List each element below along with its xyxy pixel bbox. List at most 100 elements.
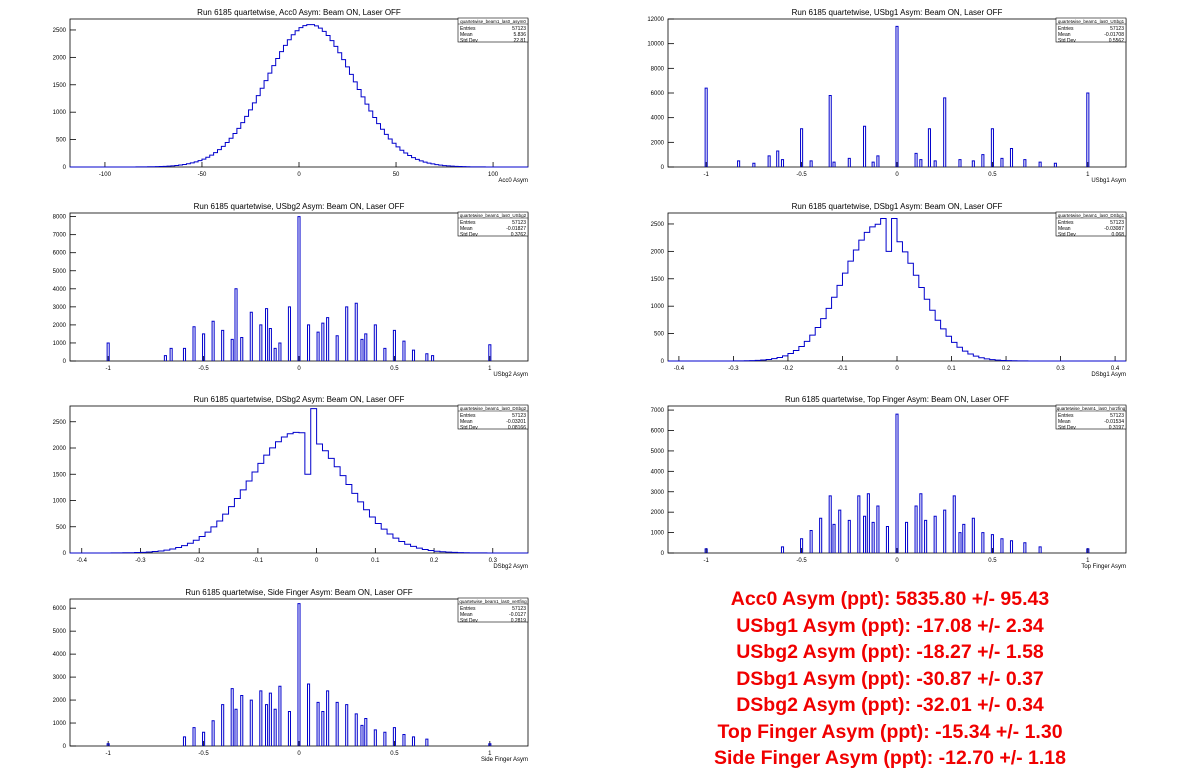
histogram-bar <box>411 736 416 746</box>
stats-box: quartetwise_beam1_las0_asym0 Entries 57123… <box>457 17 529 44</box>
y-tick-label: 2000 <box>651 140 665 146</box>
histogram-bar <box>1000 538 1004 553</box>
stats-mean-label: Mean <box>460 226 473 232</box>
y-tick-label: 1000 <box>53 341 67 347</box>
x-tick-label: 0.2 <box>1002 366 1011 372</box>
histogram-bar <box>952 495 956 553</box>
histogram-bar <box>373 729 377 746</box>
stats-mean-value: -0.01708 <box>1104 32 1124 38</box>
histogram-bar <box>202 731 206 746</box>
x-axis-label: Top Finger Asym <box>1081 564 1126 570</box>
x-tick-label: -0.2 <box>194 558 205 564</box>
result-side-finger: Side Finger Asym (ppt): -12.70 +/- 1.18 <box>714 747 1066 769</box>
histogram-bar <box>847 519 851 553</box>
histogram-bar <box>981 532 985 553</box>
histogram-bar <box>326 690 330 746</box>
x-tick-label: 0 <box>895 172 899 178</box>
histogram-bar <box>265 308 269 361</box>
stats-std-label: Std Dev <box>1058 232 1076 238</box>
histogram-bar <box>392 329 396 361</box>
stats-std-label: Std Dev <box>1058 425 1076 431</box>
histogram-bar <box>265 704 269 746</box>
y-tick-label: 1000 <box>53 110 67 116</box>
histogram-bar <box>230 338 234 361</box>
stats-frame <box>457 17 529 43</box>
stats-std-label: Std Dev <box>1058 38 1076 44</box>
histogram-bar <box>163 355 167 361</box>
histogram-bar <box>832 161 836 167</box>
stats-std-value: 0.3197 <box>1109 425 1125 431</box>
result-dsbg1: DSbg1 Asym (ppt): -30.87 +/- 0.37 <box>736 667 1044 690</box>
result-usbg2: USbg2 Asym (ppt): -18.27 +/- 1.58 <box>736 641 1044 663</box>
chart-title: Run 6185 quartetwise, Top Finger Asym: B… <box>785 395 1009 404</box>
x-tick-label: -1 <box>703 558 709 564</box>
stats-std-value: 0.5562 <box>1109 38 1125 44</box>
stats-std-label: Std Dev <box>460 425 478 431</box>
y-tick-label: 0 <box>661 551 665 557</box>
histogram-bar <box>933 160 937 167</box>
y-tick-label: 6000 <box>53 606 67 612</box>
histogram-bar <box>360 724 364 746</box>
histogram-bar <box>914 152 918 167</box>
histogram-bar <box>776 150 780 167</box>
y-tick-label: 7000 <box>651 408 665 414</box>
stats-entries-label: Entries <box>460 220 476 226</box>
y-tick-label: 7000 <box>53 233 67 239</box>
histogram-bar <box>1038 161 1042 167</box>
histogram-bar <box>752 162 756 167</box>
histogram-bar <box>737 160 741 167</box>
histogram-bar <box>278 342 282 361</box>
x-tick-label: 0.1 <box>947 366 956 372</box>
histogram-bar <box>221 329 225 361</box>
histogram-bar <box>373 324 377 361</box>
histogram-bar <box>895 25 899 167</box>
chart-acc0: Run 6185 quartetwise, Acc0 Asym: Beam ON… <box>53 8 529 184</box>
histogram-bar <box>958 159 962 167</box>
histogram-bar <box>383 347 387 361</box>
histogram-bar <box>1023 542 1027 553</box>
stats-entries-value: 57123 <box>1110 413 1124 419</box>
histogram-bar <box>971 160 975 167</box>
y-tick-label: 0 <box>63 359 67 365</box>
x-tick-label: -0.4 <box>674 366 685 372</box>
histogram-bar <box>335 335 339 361</box>
x-tick-label: -0.5 <box>198 366 209 372</box>
y-tick-label: 0 <box>63 165 67 171</box>
histogram-bar <box>316 331 320 361</box>
histogram-bar <box>425 353 429 361</box>
stats-std-value: 0.2819 <box>511 618 527 624</box>
histogram-bar <box>863 125 867 167</box>
x-tick-label: 0 <box>297 366 301 372</box>
histogram-bar <box>780 159 785 167</box>
y-tick-label: 500 <box>56 525 67 531</box>
chart-usbg1: Run 6185 quartetwise, USbg1 Asym: Beam O… <box>647 8 1127 184</box>
chart-title: Run 6185 quartetwise, DSbg2 Asym: Beam O… <box>194 395 405 404</box>
stats-box: quartetwise_beam1_las0_USbg2 Entries 57123… <box>457 211 529 238</box>
histogram-bar <box>273 347 277 361</box>
histogram-bar <box>287 306 291 361</box>
histogram-bar <box>211 320 215 361</box>
y-tick-label: 500 <box>56 138 67 144</box>
stats-mean-label: Mean <box>1058 419 1071 425</box>
histogram-bar <box>895 413 899 553</box>
x-axis-label: Acc0 Asym <box>498 178 528 184</box>
stats-std-label: Std Dev <box>460 232 478 238</box>
x-tick-label: 0.4 <box>1111 366 1120 372</box>
x-tick-label: -0.5 <box>796 558 807 564</box>
histogram-bar <box>962 523 966 553</box>
x-axis-label: DSbg2 Asym <box>493 564 528 570</box>
y-tick-label: 4000 <box>53 287 67 293</box>
histogram-bar <box>240 337 244 361</box>
y-tick-label: 3000 <box>651 490 665 496</box>
x-tick-label: -1 <box>105 366 111 372</box>
stats-mean-value: -0.03087 <box>1104 226 1124 232</box>
histogram-bar <box>335 701 339 746</box>
result-acc0: Acc0 Asym (ppt): 5835.80 +/- 95.43 <box>730 588 1050 610</box>
histogram-bar <box>192 727 196 746</box>
y-tick-label: 2000 <box>651 510 665 516</box>
histogram-bar <box>411 349 416 361</box>
histogram-bar <box>182 347 187 361</box>
histogram-bar <box>268 328 272 361</box>
stats-frame <box>1055 211 1127 237</box>
